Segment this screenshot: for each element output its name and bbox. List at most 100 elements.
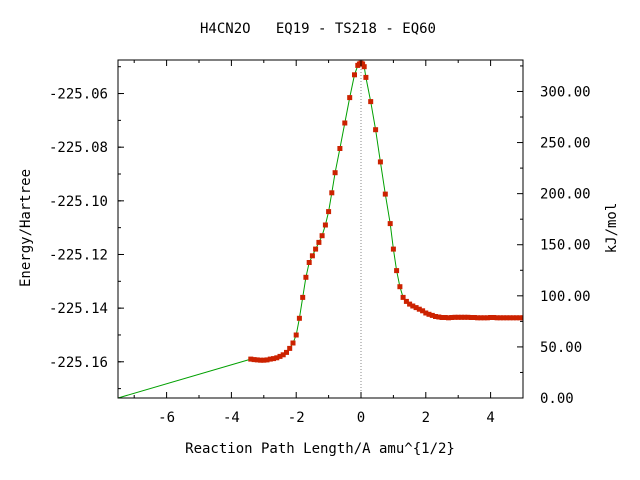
data-point: [514, 315, 519, 321]
data-point: [322, 222, 328, 228]
data-point: [271, 356, 276, 362]
data-point: [416, 306, 422, 312]
data-point: [306, 260, 312, 265]
x-tick-label: -2: [288, 410, 305, 426]
y-tick-label: -225.10: [49, 194, 108, 210]
data-point: [326, 209, 332, 215]
data-point: [458, 314, 464, 320]
data-point: [387, 221, 393, 227]
data-point: [258, 357, 264, 363]
data-point: [251, 357, 257, 363]
x-tick-label: 4: [486, 410, 494, 426]
y2-tick-label: 100.00: [540, 289, 591, 305]
y2-tick-label: 250.00: [540, 136, 591, 152]
data-point: [520, 315, 523, 321]
data-point: [264, 357, 270, 363]
data-point: [420, 308, 426, 314]
data-point: [497, 315, 503, 321]
data-point: [274, 355, 280, 361]
data-point: [475, 315, 481, 321]
data-point: [465, 314, 471, 320]
connector-line: [118, 358, 251, 398]
data-point: [373, 127, 379, 133]
x-tick-label: 2: [422, 410, 430, 426]
data-point: [433, 314, 438, 319]
data-point: [446, 315, 451, 321]
data-point: [261, 357, 267, 363]
y-tick-label: -225.08: [49, 140, 108, 156]
data-point: [316, 239, 322, 245]
data-point: [462, 314, 468, 320]
data-point: [368, 99, 374, 105]
data-point: [507, 315, 513, 321]
data-point: [254, 357, 260, 363]
data-point: [267, 356, 273, 362]
data-point: [449, 315, 455, 320]
data-point: [277, 353, 283, 359]
data-point: [439, 315, 445, 320]
data-point: [352, 72, 357, 78]
data-point: [319, 233, 325, 239]
plot-frame: [117, 59, 524, 399]
data-point: [332, 170, 338, 176]
y2-tick-label: 50.00: [540, 340, 582, 356]
data-point: [360, 61, 366, 67]
data-point: [494, 315, 500, 321]
chart-title: H4CN2O EQ19 - TS218 - EQ60: [200, 21, 436, 37]
data-point: [455, 314, 461, 320]
data-point: [429, 312, 435, 318]
data-point: [504, 315, 510, 321]
data-point: [397, 284, 403, 290]
data-point: [394, 268, 400, 274]
y2-tick-label: 300.00: [540, 84, 591, 100]
data-point: [248, 356, 254, 362]
data-point: [280, 352, 286, 358]
data-point: [284, 349, 289, 355]
data-point: [436, 314, 442, 320]
x-tick-label: -4: [223, 410, 240, 426]
plot-content: [118, 60, 523, 398]
data-point: [484, 315, 490, 321]
data-point: [390, 246, 396, 252]
data-point: [382, 191, 388, 197]
data-point: [478, 315, 484, 321]
data-point: [342, 120, 348, 126]
data-point: [442, 315, 448, 320]
x-tick-label: -6: [158, 410, 175, 426]
data-point: [413, 305, 419, 311]
y2-tick-label: 150.00: [540, 238, 591, 254]
data-point: [313, 246, 319, 252]
y-tick-label: -225.14: [49, 301, 108, 317]
data-point: [347, 95, 353, 101]
y-tick-label: -225.12: [49, 247, 108, 263]
data-point: [287, 345, 293, 351]
y2-tick-label: 0.00: [540, 391, 574, 407]
data-point: [296, 315, 302, 321]
data-point: [517, 315, 523, 321]
plot-area: [118, 60, 523, 398]
data-point: [471, 315, 477, 320]
data-point: [407, 301, 413, 307]
data-point: [293, 332, 299, 338]
data-point: [361, 64, 367, 70]
data-point: [329, 190, 335, 196]
data-point: [423, 310, 429, 316]
data-point: [410, 303, 416, 309]
y-tick-label: -225.06: [49, 87, 108, 103]
data-point: [510, 315, 516, 321]
data-point: [300, 294, 306, 300]
y-tick-label: -225.16: [49, 355, 108, 371]
data-point: [309, 253, 315, 259]
x-tick-label: 0: [357, 410, 365, 426]
data-point: [400, 294, 406, 300]
x-axis-label: Reaction Path Length/A amu^{1/2}: [185, 441, 455, 457]
data-point: [403, 298, 409, 304]
data-point: [426, 311, 432, 317]
data-point: [377, 159, 383, 165]
data-point: [468, 315, 474, 320]
y2-axis-label: kJ/mol: [604, 203, 620, 254]
data-point: [303, 274, 309, 280]
y-axis-label: Energy/Hartree: [18, 169, 34, 287]
data-point: [337, 146, 343, 151]
